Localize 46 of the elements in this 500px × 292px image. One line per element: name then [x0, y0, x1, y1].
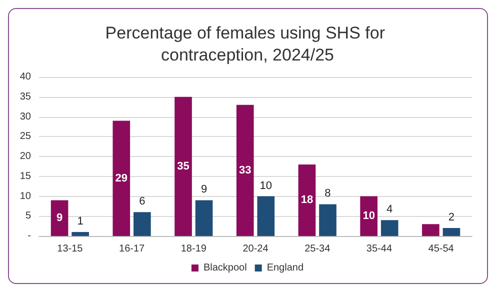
data-label: 4 — [386, 204, 393, 216]
bar — [174, 96, 192, 236]
data-label: 9 — [56, 212, 63, 224]
y-tick-label: - — [28, 230, 31, 242]
bar — [380, 220, 398, 236]
x-tick-label: 25-34 — [304, 244, 331, 254]
x-tick-label: 16-17 — [118, 244, 146, 254]
legend-label: Blackpool — [203, 262, 247, 274]
data-label: 10 — [362, 210, 375, 222]
chart-title: Percentage of females using SHS for contraception, 2024/25 — [105, 24, 390, 64]
x-tick-label: 45-54 — [428, 244, 454, 254]
data-label: 10 — [260, 180, 272, 192]
y-tick-label: 15 — [20, 170, 32, 182]
data-label: 8 — [324, 188, 331, 200]
data-label: 18 — [300, 194, 314, 206]
y-tick-label: 20 — [20, 151, 32, 162]
data-label: 1 — [77, 216, 84, 228]
bar — [442, 228, 460, 236]
y-tick-label: 30 — [20, 111, 32, 122]
x-tick-label: 35-44 — [366, 244, 392, 254]
data-label: 6 — [139, 196, 146, 208]
x-tick-label: 18-19 — [180, 244, 207, 254]
bar — [112, 120, 130, 236]
data-label: 29 — [115, 172, 128, 184]
bar — [257, 196, 275, 236]
bar — [319, 204, 336, 236]
bar — [236, 104, 254, 236]
data-label: 35 — [177, 160, 190, 172]
x-tick-label: 13-15 — [57, 244, 84, 254]
bar — [422, 224, 440, 236]
bar — [134, 212, 151, 236]
data-label: 2 — [448, 212, 455, 224]
data-label: 9 — [200, 184, 208, 196]
y-tick-label: 40 — [20, 72, 32, 82]
bar — [195, 200, 213, 236]
bar — [298, 164, 316, 236]
bar — [360, 196, 378, 236]
y-tick-label: 35 — [20, 91, 32, 102]
y-tick-label: 25 — [20, 131, 32, 142]
bar — [50, 200, 68, 236]
y-tick-label: 5 — [25, 210, 32, 222]
x-tick-label: 20-24 — [242, 244, 269, 254]
legend-label: England — [266, 262, 304, 274]
bar — [72, 232, 89, 236]
y-tick-label: 10 — [20, 190, 32, 202]
data-label: 33 — [238, 164, 252, 176]
